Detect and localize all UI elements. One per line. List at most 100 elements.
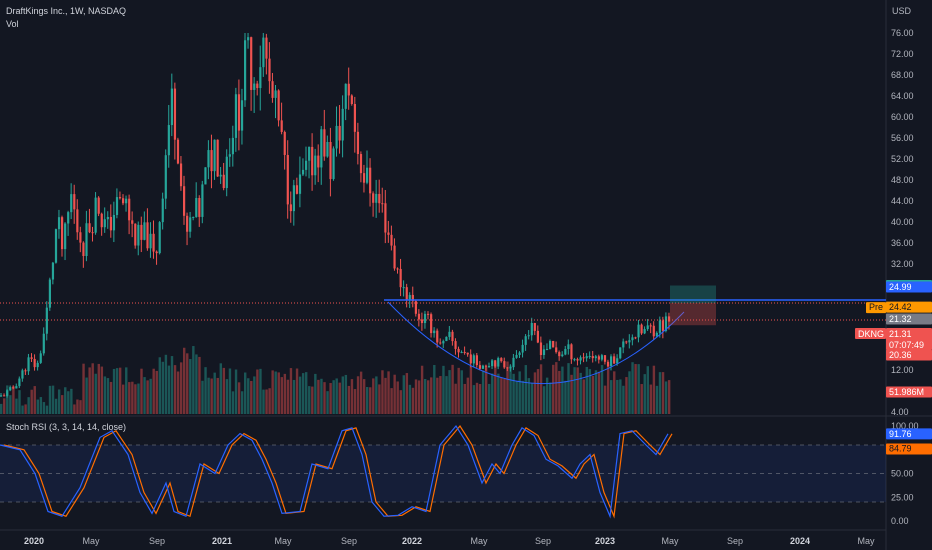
volume-bar [439, 376, 442, 414]
time-tick-label: 2024 [790, 536, 810, 546]
candle [484, 364, 488, 371]
candle [24, 368, 27, 375]
candle [149, 222, 152, 258]
volume-bar [484, 366, 488, 414]
candle [552, 340, 555, 348]
candle [335, 106, 338, 157]
candle [109, 204, 112, 238]
indicator-title[interactable]: Stoch RSI (3, 3, 14, 14, close) [6, 422, 127, 432]
candle [594, 354, 597, 362]
volume-bar [488, 383, 491, 414]
volume-bar [250, 380, 253, 414]
volume-bar [646, 366, 649, 414]
volume-bar [85, 377, 88, 414]
volume-bar [350, 379, 354, 414]
volume-bar [603, 385, 607, 414]
volume-bar [131, 381, 134, 414]
candle [155, 250, 158, 265]
ticker-tag-bg [855, 328, 886, 339]
price-label-orange-bg [886, 301, 932, 313]
candle [94, 192, 97, 235]
volume-bar [628, 371, 631, 414]
volume-bar [292, 379, 296, 414]
stoch-d-label: 84.79 [889, 443, 912, 453]
volume-bar [463, 383, 466, 414]
volume-bar [472, 385, 476, 414]
candle [494, 359, 497, 369]
volume-bar [305, 372, 308, 414]
price-tick-label: 56.00 [891, 133, 914, 143]
volume-bar [555, 362, 558, 414]
price-label-blue-bg [886, 281, 932, 293]
volume-bar [73, 404, 76, 414]
candle [240, 88, 244, 145]
volume-bar [283, 373, 287, 414]
volume-bar [613, 371, 616, 414]
candle [301, 158, 305, 177]
volume-bar [545, 377, 549, 414]
volume-bar [173, 365, 177, 414]
candle [57, 209, 61, 239]
position-loss-zone [670, 303, 716, 326]
volume-bar [372, 378, 375, 414]
volume-bar [433, 365, 436, 414]
stoch-d-label-bg [886, 443, 932, 455]
volume-bar [527, 378, 531, 414]
candle [619, 347, 622, 360]
volume-bar [667, 380, 671, 414]
candle [509, 364, 512, 372]
volume-bar [469, 365, 473, 414]
ticker-tag: DKNG [858, 329, 884, 339]
candle [167, 104, 170, 168]
price-tick-label: 36.00 [891, 238, 914, 248]
volume-bar [420, 365, 424, 414]
candle [381, 187, 384, 213]
volume-bar [478, 384, 482, 414]
pre-tag: Pre [869, 302, 883, 312]
volume-bar [259, 368, 262, 414]
volume-bar [128, 382, 131, 414]
price-tick-label: 32.00 [891, 259, 914, 269]
candle [207, 140, 210, 180]
volume-bar [216, 377, 219, 414]
time-tick-label: May [470, 536, 488, 546]
volume-bar [622, 385, 625, 414]
volume-bar [640, 384, 643, 414]
volume-bar [45, 405, 49, 414]
candle [161, 192, 164, 230]
candle [549, 339, 552, 350]
volume-bar [347, 385, 351, 414]
stoch-k-label: 91.76 [889, 429, 912, 439]
volume-bar [54, 398, 58, 414]
candle [362, 164, 366, 193]
volume-bar [295, 368, 299, 414]
volume-bar [597, 371, 601, 414]
candle [234, 87, 238, 152]
candle [106, 211, 109, 229]
candle [503, 357, 506, 369]
time-tick-label: May [274, 536, 292, 546]
volume-bar [606, 364, 610, 414]
volume-bar [445, 376, 448, 414]
volume-bar [51, 385, 55, 414]
candle [576, 357, 579, 366]
volume-bar [146, 380, 149, 414]
stoch-tick-label: 25.00 [891, 492, 914, 502]
volume-bar [317, 379, 320, 414]
candle [378, 179, 381, 213]
volume-bar [506, 361, 509, 414]
candle [268, 42, 271, 94]
volume-bar [631, 362, 634, 414]
candle [64, 222, 67, 261]
volume-bar [106, 378, 110, 414]
price-label-grey: 21.32 [889, 314, 912, 324]
candle [158, 221, 161, 255]
volume-bar [143, 377, 146, 414]
volume-bar [643, 374, 646, 414]
price-tick-label: 4.00 [891, 407, 909, 417]
candle [0, 392, 3, 398]
volume-bar [237, 382, 241, 414]
time-tick-label: May [82, 536, 100, 546]
candle [539, 336, 543, 361]
